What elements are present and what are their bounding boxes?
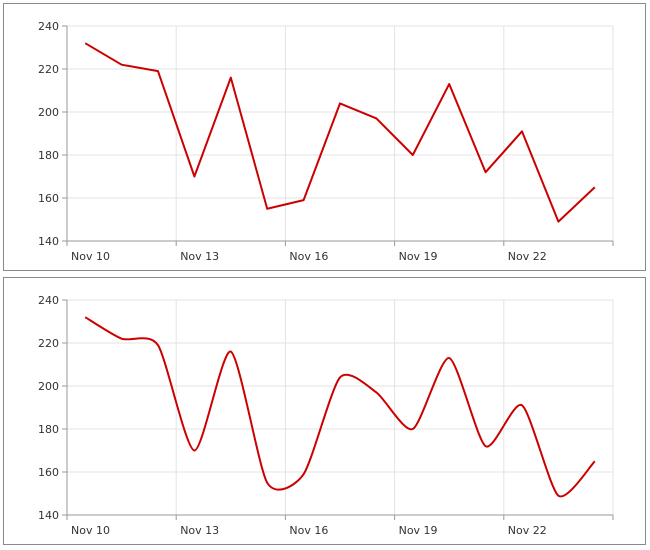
y-tick-label: 140 — [38, 509, 59, 522]
x-tick-label: Nov 13 — [180, 250, 219, 263]
data-point — [82, 314, 88, 320]
line-chart-straight: 140 160 180 200 220 240 Nov 10 Nov 13 Nov 16 Nov … — [38, 20, 614, 263]
x-tick-label: Nov 19 — [399, 524, 438, 537]
data-point — [119, 336, 125, 342]
data-point — [555, 219, 561, 225]
y-tick-label: 240 — [38, 20, 59, 33]
series-line — [84, 316, 596, 498]
y-tick-label: 180 — [38, 423, 59, 436]
y-tick-label: 240 — [38, 294, 59, 307]
data-point — [555, 493, 561, 499]
data-point — [191, 174, 197, 180]
data-point — [155, 68, 161, 74]
x-tick-label: Nov 22 — [508, 524, 547, 537]
x-tick-label: Nov 13 — [180, 524, 219, 537]
data-point — [155, 342, 161, 348]
data-point — [301, 471, 307, 477]
x-tick-label: Nov 10 — [71, 524, 110, 537]
y-tick-label: 200 — [38, 380, 59, 393]
data-point — [592, 184, 598, 190]
data-point — [337, 374, 343, 380]
data-point — [519, 128, 525, 134]
data-point — [228, 349, 234, 355]
y-tick-label: 220 — [38, 63, 59, 76]
y-tick-label: 160 — [38, 466, 59, 479]
chart-panel-straight: 140 160 180 200 220 240 Nov 10 Nov 13 Nov 16 Nov … — [3, 3, 646, 271]
y-tick-label: 220 — [38, 337, 59, 350]
data-point — [264, 480, 270, 486]
data-point — [301, 197, 307, 203]
chart-panel-spline: 140 160 180 200 220 240 Nov 10 Nov 13 Nov 16 Nov … — [3, 277, 646, 545]
x-tick-label: Nov 16 — [289, 250, 328, 263]
data-point — [519, 402, 525, 408]
data-point — [446, 355, 452, 361]
data-point — [410, 152, 416, 158]
x-tick-label: Nov 22 — [508, 250, 547, 263]
data-point — [337, 100, 343, 106]
data-point — [82, 40, 88, 46]
series-line — [84, 42, 596, 223]
x-tick-label: Nov 10 — [71, 250, 110, 263]
data-point — [410, 426, 416, 432]
data-point — [483, 169, 489, 175]
data-point — [373, 115, 379, 121]
data-point — [119, 62, 125, 68]
x-tick-label: Nov 19 — [399, 250, 438, 263]
y-tick-label: 180 — [38, 149, 59, 162]
data-point — [191, 448, 197, 454]
data-point — [483, 443, 489, 449]
y-tick-label: 140 — [38, 235, 59, 248]
y-tick-label: 200 — [38, 106, 59, 119]
data-point — [592, 458, 598, 464]
y-tick-label: 160 — [38, 192, 59, 205]
x-tick-label: Nov 16 — [289, 524, 328, 537]
data-point — [373, 389, 379, 395]
data-point — [446, 81, 452, 87]
data-point — [228, 75, 234, 81]
line-chart-spline: 140 160 180 200 220 240 Nov 10 Nov 13 Nov 16 Nov … — [38, 294, 614, 537]
data-point — [264, 206, 270, 212]
